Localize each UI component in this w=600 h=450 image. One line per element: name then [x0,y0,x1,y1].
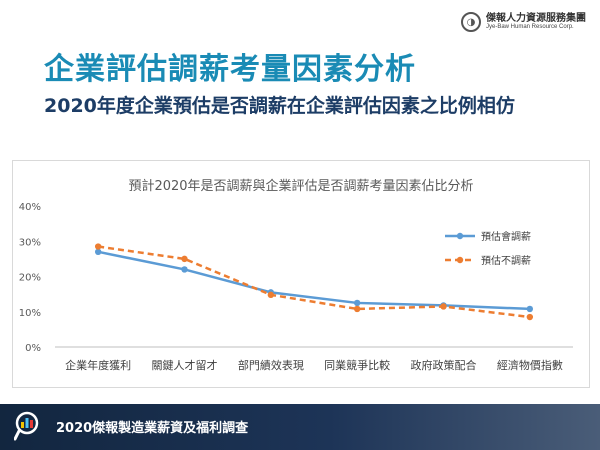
slide-subtitle: 2020年度企業預估是否調薪在企業評估因素之比例相仿 [44,95,515,117]
data-point [440,303,447,310]
line-chart: 0% 10% 20% 30% 40% 企業年度獲利 關鍵人才留才 部門績效表現 同業競爭比較 政府… [19,202,573,372]
legend-label-1: 預估會調薪 [481,230,531,243]
legend-marker-2 [456,256,464,264]
slide-title: 企業評估調薪考量因素分析 [44,52,416,87]
x-tick-label: 企業年度獲利 [65,358,131,372]
logo-text: 傑報人力資源服務集團 Jye-Baw Human Resource Corp. [486,12,586,31]
company-logo: ◑ 傑報人力資源服務集團 Jye-Baw Human Resource Corp… [461,12,586,32]
logo-chinese-name: 傑報人力資源服務集團 [486,12,586,24]
legend-marker-1 [456,232,464,240]
data-point [267,291,275,299]
logo-emblem-icon: ◑ [461,12,481,32]
x-tick-label: 同業競爭比較 [324,358,390,372]
data-point [353,299,361,307]
y-tick-label: 10% [19,308,41,319]
data-point [353,305,361,313]
series-line-1 [97,250,530,311]
x-tick-label: 部門績效表現 [238,358,304,372]
data-point [181,266,188,273]
y-tick-label: 40% [19,202,41,213]
line-chart-container: 預計2020年是否調薪與企業評估是否調薪考量因素佔比分析 0% 10% 20% 30%… [12,160,590,388]
data-point [94,243,102,250]
x-tick-label: 關鍵人才留才 [152,358,218,372]
data-point [94,248,102,256]
data-point [526,313,534,321]
chart-title: 預計2020年是否調薪與企業評估是否調薪考量因素佔比分析 [128,179,474,194]
footer-banner: 2020傑報製造業薪資及福利調查 [0,404,600,450]
x-tick-label: 政府政策配合 [411,358,477,372]
y-tick-label: 20% [19,273,41,284]
x-tick-label: 經濟物價指數 [497,358,563,372]
data-point [526,305,534,313]
y-tick-label: 0% [25,343,41,354]
logo-english-name: Jye-Baw Human Resource Corp. [486,24,574,31]
series-line-2 [97,245,530,319]
legend-label-2: 預估不調薪 [481,254,531,267]
magnifier-bar-chart-icon [14,411,39,441]
data-point [181,255,188,263]
y-tick-label: 30% [19,237,41,248]
footer-title: 2020傑報製造業薪資及福利調查 [56,421,249,436]
